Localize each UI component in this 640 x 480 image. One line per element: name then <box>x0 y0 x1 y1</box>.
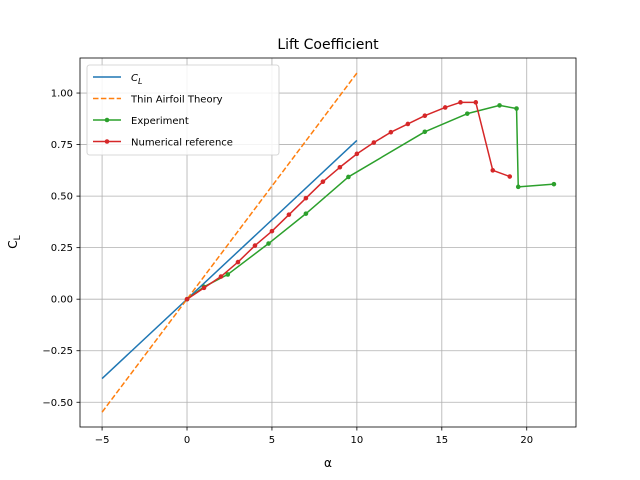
y-axis-label: CL <box>6 235 23 248</box>
data-point <box>515 184 521 190</box>
data-point <box>303 195 309 201</box>
data-point <box>458 100 463 105</box>
data-point <box>252 243 258 248</box>
ticks: −5 0 5 10 15 20 −0.50 −0.25 0.00 0.25 0.50 0.75 1.00 <box>42 89 533 446</box>
x-tick-label: 20 <box>520 435 533 446</box>
x-tick-label: 5 <box>269 435 275 446</box>
data-point <box>218 274 224 279</box>
series-layer <box>101 72 557 413</box>
x-tick-label: −5 <box>95 435 110 446</box>
data-point <box>497 103 502 108</box>
legend-label-text: Thin Airfoil Theory <box>130 95 223 106</box>
data-point <box>388 129 394 135</box>
y-tick-label: 0.00 <box>51 295 73 306</box>
data-point <box>507 174 513 179</box>
plot-frame <box>79 57 577 428</box>
data-point <box>422 113 428 119</box>
x-tick-label: 10 <box>351 435 364 446</box>
y-tick-label: −0.50 <box>42 398 73 409</box>
data-point <box>473 100 479 105</box>
data-point <box>442 105 448 110</box>
legend-label: Experiment <box>131 116 189 127</box>
y-tick-label: 1.00 <box>51 89 73 100</box>
legend: CL Thin Airfoil Theory Experiment Numerical… <box>86 64 280 156</box>
data-point <box>235 259 241 265</box>
data-point <box>201 285 207 291</box>
y-tick-label: 0.75 <box>51 140 73 151</box>
data-point <box>405 121 411 127</box>
series-line <box>186 101 511 300</box>
legend-marker <box>104 139 110 144</box>
y-axis-label-main: C <box>6 240 20 248</box>
data-point <box>514 106 519 111</box>
y-tick-label: 0.50 <box>51 192 73 203</box>
series-line <box>101 139 358 380</box>
data-point <box>464 111 470 116</box>
data-point <box>184 296 190 302</box>
data-point <box>422 129 428 135</box>
legend-label-subscript: L <box>138 77 142 86</box>
data-point <box>303 211 309 216</box>
data-point <box>490 168 496 173</box>
legend-label-text: C <box>131 73 138 84</box>
legend-marker <box>104 117 110 123</box>
series-line <box>186 104 554 300</box>
x-tick-label: 0 <box>184 435 190 446</box>
data-point <box>346 174 351 180</box>
x-axis-label: α <box>324 456 332 470</box>
legend-label: Numerical reference <box>131 138 233 149</box>
data-point <box>320 179 326 184</box>
x-tick-label: 15 <box>435 435 448 446</box>
y-axis-label-subscript: L <box>13 235 23 240</box>
data-point <box>337 164 343 170</box>
data-point <box>225 272 231 277</box>
legend-label: CL <box>131 73 142 86</box>
legend-label: Thin Airfoil Theory <box>130 95 223 106</box>
chart-title: Lift Coefficient <box>277 37 379 53</box>
data-point <box>266 241 271 246</box>
legend-label-text: Numerical reference <box>131 138 233 149</box>
data-point <box>551 181 557 187</box>
y-tick-label: −0.25 <box>42 346 73 357</box>
legend-box <box>86 64 280 156</box>
y-tick-label: 0.25 <box>51 243 73 254</box>
data-point <box>286 212 292 217</box>
data-point <box>371 140 377 145</box>
data-point <box>354 151 360 157</box>
legend-label-text: Experiment <box>131 116 189 127</box>
data-point <box>269 228 275 234</box>
